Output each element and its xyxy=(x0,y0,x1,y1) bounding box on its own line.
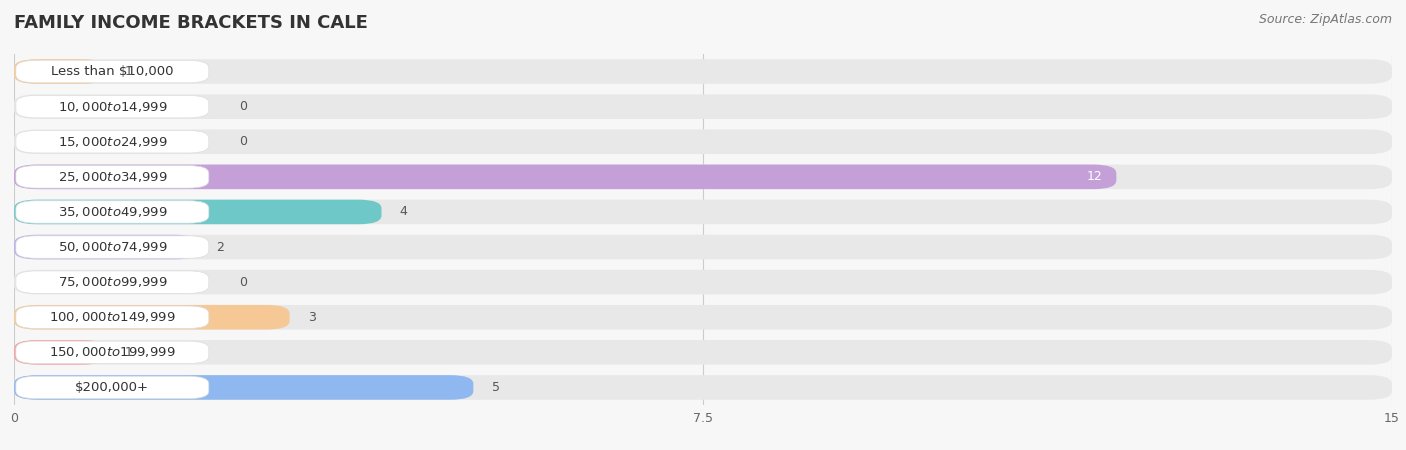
Text: 4: 4 xyxy=(399,206,408,218)
Text: 0: 0 xyxy=(239,276,247,288)
FancyBboxPatch shape xyxy=(14,165,1392,189)
FancyBboxPatch shape xyxy=(14,200,1392,224)
FancyBboxPatch shape xyxy=(14,375,1392,400)
Text: $75,000 to $99,999: $75,000 to $99,999 xyxy=(58,275,167,289)
Text: 5: 5 xyxy=(492,381,499,394)
Text: FAMILY INCOME BRACKETS IN CALE: FAMILY INCOME BRACKETS IN CALE xyxy=(14,14,368,32)
Text: $200,000+: $200,000+ xyxy=(76,381,149,394)
FancyBboxPatch shape xyxy=(15,306,209,328)
FancyBboxPatch shape xyxy=(15,376,209,399)
FancyBboxPatch shape xyxy=(14,235,1392,259)
Text: Source: ZipAtlas.com: Source: ZipAtlas.com xyxy=(1258,14,1392,27)
Text: $35,000 to $49,999: $35,000 to $49,999 xyxy=(58,205,167,219)
Text: 1: 1 xyxy=(124,65,132,78)
Text: 0: 0 xyxy=(239,100,247,113)
FancyBboxPatch shape xyxy=(14,59,105,84)
FancyBboxPatch shape xyxy=(14,130,1392,154)
Text: $25,000 to $34,999: $25,000 to $34,999 xyxy=(58,170,167,184)
Text: $150,000 to $199,999: $150,000 to $199,999 xyxy=(49,345,176,360)
Text: 12: 12 xyxy=(1087,171,1102,183)
Text: Less than $10,000: Less than $10,000 xyxy=(51,65,173,78)
Text: $50,000 to $74,999: $50,000 to $74,999 xyxy=(58,240,167,254)
FancyBboxPatch shape xyxy=(14,305,290,329)
Text: $100,000 to $149,999: $100,000 to $149,999 xyxy=(49,310,176,324)
FancyBboxPatch shape xyxy=(14,235,198,259)
Text: 0: 0 xyxy=(239,135,247,148)
Text: $10,000 to $14,999: $10,000 to $14,999 xyxy=(58,99,167,114)
FancyBboxPatch shape xyxy=(14,305,1392,329)
Text: 2: 2 xyxy=(217,241,224,253)
FancyBboxPatch shape xyxy=(14,200,381,224)
Text: $15,000 to $24,999: $15,000 to $24,999 xyxy=(58,135,167,149)
FancyBboxPatch shape xyxy=(15,271,209,293)
FancyBboxPatch shape xyxy=(15,130,209,153)
FancyBboxPatch shape xyxy=(15,236,209,258)
FancyBboxPatch shape xyxy=(15,95,209,118)
FancyBboxPatch shape xyxy=(14,94,1392,119)
FancyBboxPatch shape xyxy=(15,60,209,83)
FancyBboxPatch shape xyxy=(14,165,1116,189)
Text: 1: 1 xyxy=(124,346,132,359)
FancyBboxPatch shape xyxy=(14,270,1392,294)
FancyBboxPatch shape xyxy=(15,341,209,364)
FancyBboxPatch shape xyxy=(14,59,1392,84)
FancyBboxPatch shape xyxy=(14,340,1392,364)
FancyBboxPatch shape xyxy=(15,166,209,188)
Text: 3: 3 xyxy=(308,311,316,324)
FancyBboxPatch shape xyxy=(14,375,474,400)
FancyBboxPatch shape xyxy=(14,340,105,364)
FancyBboxPatch shape xyxy=(15,201,209,223)
